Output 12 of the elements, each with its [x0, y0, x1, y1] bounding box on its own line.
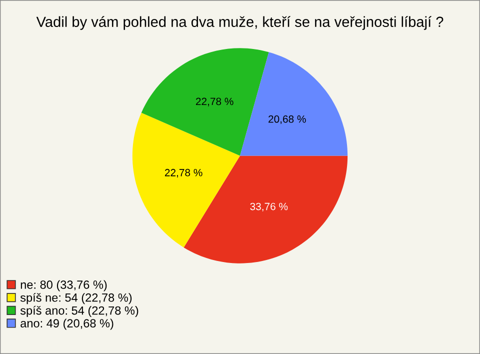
- data-label: 33,76 %: [250, 202, 288, 212]
- data-label: 22,78 %: [164, 168, 202, 178]
- pie-slice: [240, 52, 348, 156]
- legend-label: ano: 49 (20,68 %): [20, 318, 114, 330]
- pie-slice: [132, 112, 240, 248]
- pie-slice: [141, 48, 269, 156]
- data-label: 20,68 %: [268, 115, 306, 124]
- data-label: 22,78 %: [196, 98, 234, 106]
- legend-label: spíš ano: 54 (22,78 %): [20, 306, 138, 318]
- chart-title: Vadil by vám pohled na dva muže, kteří se na veřejnosti líbají ?: [36, 16, 444, 30]
- legend-label: spíš ne: 54 (22,78 %): [20, 292, 132, 304]
- legend-label: ne: 80 (33,76 %): [20, 280, 107, 292]
